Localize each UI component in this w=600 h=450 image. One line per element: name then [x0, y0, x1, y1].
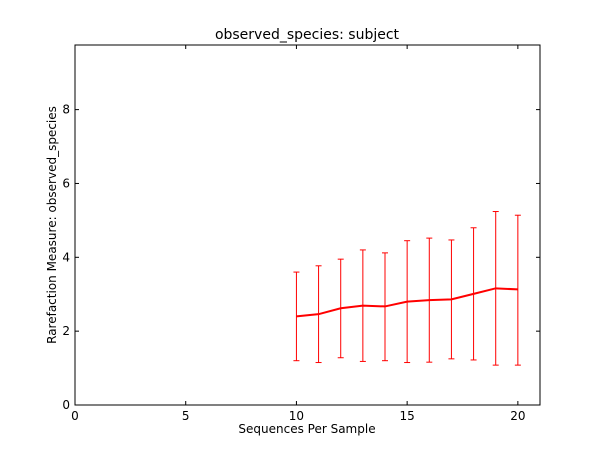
x-tick-label: 15 [400, 409, 415, 423]
x-tick-label: 5 [182, 409, 190, 423]
y-tick-label: 4 [62, 250, 70, 264]
y-tick-label: 8 [62, 103, 70, 117]
y-tick-label: 0 [62, 398, 70, 412]
tick-labels: 0 5 10 15 20 0 2 4 6 8 [62, 103, 525, 423]
y-tick-label: 6 [62, 176, 70, 190]
x-tick-label: 0 [71, 409, 79, 423]
chart-title: observed_species: subject [215, 27, 400, 43]
y-axis-label: Rarefaction Measure: observed_species [45, 106, 59, 344]
series-lines [296, 287, 518, 318]
y-tick-label: 2 [62, 324, 70, 338]
x-axis-label: Sequences Per Sample [238, 422, 375, 436]
x-tick-label: 10 [289, 409, 304, 423]
series-line [296, 287, 518, 318]
plot-frame [74, 44, 541, 406]
x-tick-label: 20 [510, 409, 525, 423]
plot-area [74, 44, 541, 406]
